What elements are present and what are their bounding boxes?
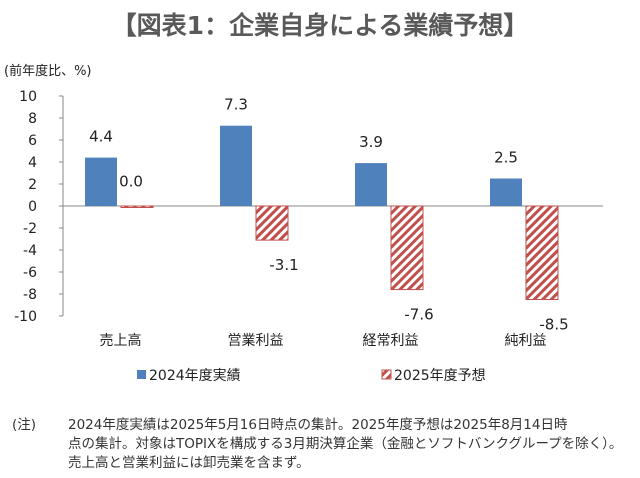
data-label: 7.3 [224,96,248,114]
y-tick-label: -8 [23,287,37,303]
y-axis-label: (前年度比、%) [4,64,92,79]
bar-2024 [355,163,387,206]
bar-2024 [490,178,522,206]
note-line-2: 点の集計。対象はTOPIXを構成する3月期決算企業（金融とソフトバンクグループを… [68,436,623,452]
y-tick-label: -6 [23,265,37,281]
data-label: -3.1 [269,256,298,274]
bar-2025 [525,205,559,300]
note-label: (注) [12,417,37,433]
bar-2025 [255,205,289,241]
bar-2024 [85,157,117,206]
y-tick-label: 0 [28,199,37,215]
data-label: 2.5 [494,149,518,167]
legend-swatch-2025 [381,369,392,380]
bar-2025 [120,205,154,208]
legend-label-2025: 2025年度予想 [394,368,486,384]
y-tick-label: 4 [28,155,37,171]
y-tick-label: -2 [23,221,37,237]
y-tick-label: 6 [28,133,37,149]
legend-label-2024: 2024年度実績 [149,368,241,384]
data-label: 0.0 [119,173,143,191]
x-tick-label: 経常利益 [363,333,419,349]
bar-2024 [220,125,252,206]
data-label: -7.6 [404,306,433,324]
data-label: 4.4 [89,128,113,146]
y-tick-label: 10 [19,89,37,105]
x-tick-label: 純利益 [505,333,547,349]
data-label: 3.9 [359,133,383,151]
y-tick-label: -10 [14,309,37,325]
x-tick-label: 営業利益 [228,333,284,349]
y-tick-label: 2 [28,177,37,193]
legend-swatch-2024 [137,370,146,379]
note-line-1: 2024年度実績は2025年5月16日時点の集計。2025年度予想は2025年8… [68,417,568,433]
bar-chart: 10 8 6 4 2 0 -2 -4 -6 -8 -10 売上高 4.4 0.0 営業利益 7.3 -3.1 経常… [14,89,603,384]
bar-2025 [390,205,424,291]
chart-title: 【図表1：企業自身による業績予想】 [111,11,529,40]
y-tick-label: 8 [28,111,37,127]
x-tick-label: 売上高 [100,332,142,349]
note-line-3: 売上高と営業利益には卸売業を含まず。 [68,455,310,471]
data-label: -8.5 [539,316,568,334]
y-tick-label: -4 [23,243,37,259]
